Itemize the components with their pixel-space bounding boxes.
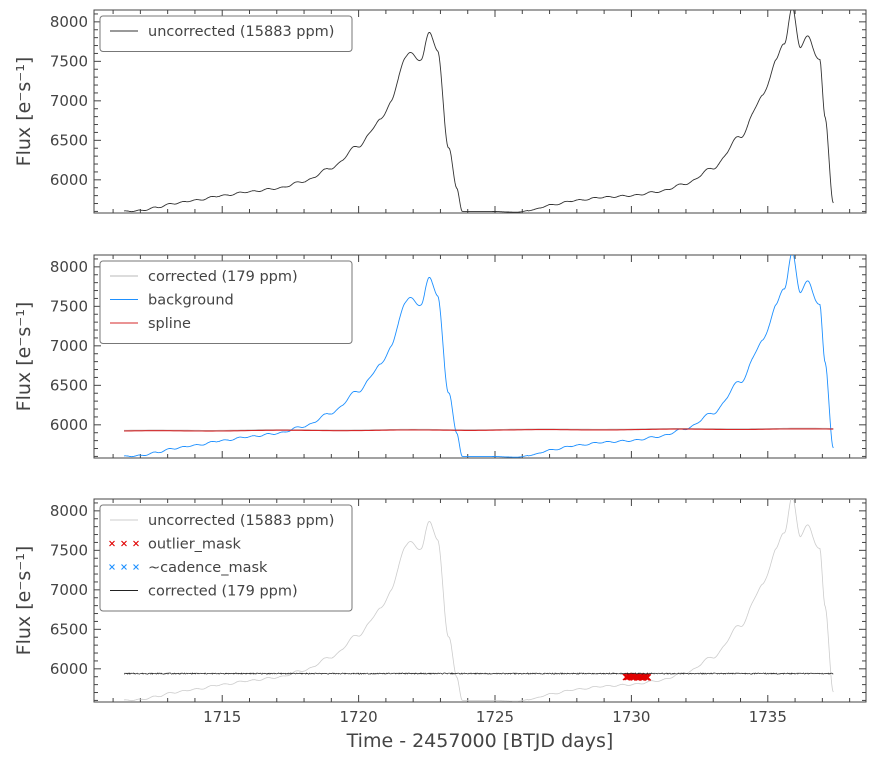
- x-tick-label: 1720: [340, 708, 378, 726]
- y-tick-label: 8000: [50, 13, 88, 31]
- series-spline: [123, 428, 834, 432]
- panel-middle: 6000 6500 7000 7500 8000 Flux [e⁻s⁻¹] correcte…: [13, 254, 867, 459]
- legend-marker: [109, 540, 115, 547]
- legend-label: spline: [148, 316, 191, 332]
- y-tick-label: 7000: [50, 581, 88, 599]
- legend-marker: [109, 564, 115, 570]
- y-tick-label: 6500: [50, 131, 88, 149]
- axes-frame: [93, 9, 867, 214]
- legend-label: corrected (179 ppm): [148, 269, 298, 285]
- legend: [99, 260, 353, 344]
- x-tick-label: 1715: [203, 708, 241, 726]
- panel-bottom: 6000 6500 7000 7500 8000 1715 1720 1725 1730 1735…: [13, 498, 867, 752]
- y-tick-label: 7500: [50, 297, 88, 315]
- y-axis-label: Flux [e⁻s⁻¹]: [13, 302, 35, 412]
- legend-label: corrected (179 ppm): [148, 584, 298, 600]
- legend-marker: [133, 564, 139, 570]
- outlier-marker: [644, 673, 652, 681]
- y-tick-label: 8000: [50, 502, 88, 520]
- y-tick-label: 7000: [50, 92, 88, 110]
- legend-marker: [121, 540, 127, 547]
- legend-label: uncorrected (15883 ppm): [148, 513, 334, 529]
- x-tick-label: 1730: [612, 708, 650, 726]
- legend-marker: [121, 564, 127, 570]
- series-corrected: [124, 672, 834, 675]
- y-tick-label: 7000: [50, 337, 88, 355]
- y-tick-label: 6000: [50, 660, 88, 678]
- x-tick-label: 1725: [476, 708, 514, 726]
- series-uncorrected: [123, 499, 834, 702]
- legend-label: outlier_mask: [148, 537, 242, 553]
- legend-label: ~cadence_mask: [148, 560, 268, 576]
- y-tick-label: 6500: [50, 376, 88, 394]
- legend: [99, 504, 353, 612]
- y-tick-label: 6000: [50, 171, 88, 189]
- plot-area: [123, 10, 834, 213]
- panel-top: 6000 6500 7000 7500 8000 Flux [e⁻s⁻¹] uncorrec…: [13, 9, 867, 214]
- y-tick-label: 7500: [50, 52, 88, 70]
- legend-label: uncorrected (15883 ppm): [148, 24, 334, 40]
- series-uncorrected: [123, 10, 834, 213]
- y-tick-label: 7500: [50, 541, 88, 559]
- x-axis-label: Time - 2457000 [BTJD days]: [346, 730, 614, 752]
- y-tick-label: 6500: [50, 620, 88, 638]
- legend-marker: [133, 540, 139, 547]
- plot-area: [123, 499, 834, 702]
- axes-frame: [93, 254, 867, 459]
- y-axis-label: Flux [e⁻s⁻¹]: [13, 57, 35, 167]
- y-tick-label: 8000: [50, 258, 88, 276]
- plot-area: [123, 255, 834, 458]
- series-background: [123, 255, 834, 458]
- x-tick-label: 1735: [749, 708, 787, 726]
- axes-frame: [93, 498, 867, 703]
- legend: [99, 15, 353, 52]
- legend-label: background: [148, 293, 234, 309]
- y-axis-label: Flux [e⁻s⁻¹]: [13, 546, 35, 656]
- y-tick-label: 6000: [50, 416, 88, 434]
